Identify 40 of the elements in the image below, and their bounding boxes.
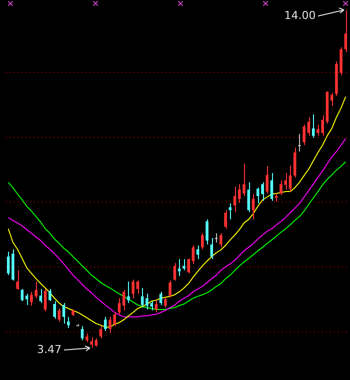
candlestick bbox=[293, 147, 296, 178]
candlestick bbox=[99, 326, 102, 339]
candlestick bbox=[201, 232, 204, 250]
candlestick bbox=[154, 300, 158, 313]
candlestick bbox=[206, 218, 208, 245]
candlestick bbox=[187, 258, 190, 274]
candlestick bbox=[164, 296, 167, 308]
candlestick bbox=[214, 232, 218, 244]
candlestick bbox=[266, 166, 269, 194]
candlestick bbox=[270, 172, 274, 202]
candlestick bbox=[44, 288, 47, 312]
candlestick bbox=[178, 258, 181, 277]
candlestick bbox=[344, 10, 348, 53]
candlestick bbox=[233, 186, 236, 213]
candlestick bbox=[298, 133, 301, 152]
candlestick bbox=[302, 124, 306, 146]
annotation: 14.00 bbox=[284, 9, 316, 24]
candlestick bbox=[104, 316, 107, 332]
candlestick bbox=[224, 210, 227, 230]
candlestick bbox=[118, 298, 121, 315]
candlestick bbox=[132, 279, 134, 299]
candlestick bbox=[16, 270, 19, 290]
candlestick bbox=[136, 280, 140, 294]
candlestick bbox=[196, 244, 200, 260]
candlestick bbox=[182, 258, 186, 271]
candlestick bbox=[25, 293, 28, 306]
candlestick bbox=[6, 251, 10, 276]
candlestick bbox=[312, 114, 315, 138]
candlestick bbox=[127, 281, 130, 304]
candlestick bbox=[62, 302, 66, 324]
candlestick bbox=[53, 300, 56, 320]
candlestick bbox=[67, 316, 70, 329]
candlestick bbox=[168, 280, 172, 298]
annotation: 3.47 bbox=[37, 342, 62, 357]
candlestick bbox=[39, 288, 42, 304]
candlestick bbox=[307, 116, 310, 136]
candlestick bbox=[247, 182, 250, 213]
candlestick bbox=[80, 326, 84, 341]
candlestick bbox=[48, 288, 52, 302]
candlestick bbox=[220, 232, 222, 248]
